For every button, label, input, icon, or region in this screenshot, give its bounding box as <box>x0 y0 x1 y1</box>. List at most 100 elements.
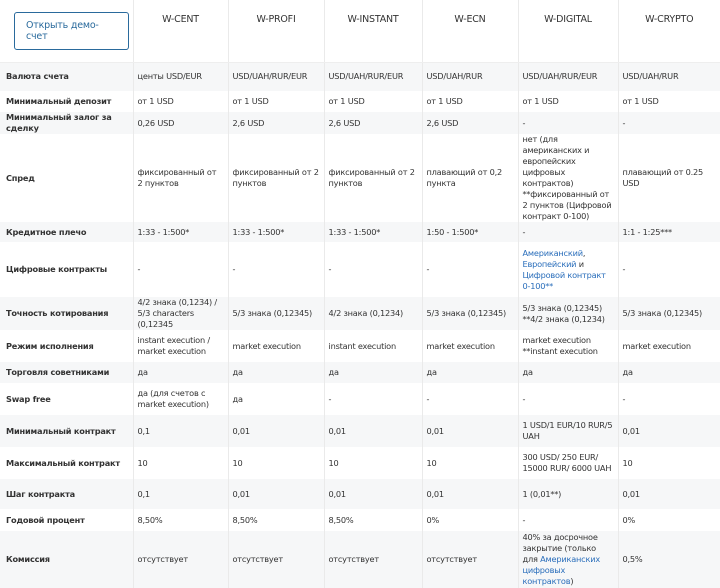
table-cell: 0,5% <box>617 531 720 588</box>
table-cell: 4/2 знака (0,1234) <box>323 297 422 330</box>
table-cell: market execution <box>617 330 720 362</box>
row-label: Комиссия <box>6 554 50 564</box>
table-row: Swap free да (для счетов с market executi… <box>0 383 720 415</box>
table-cell: да <box>323 362 422 383</box>
table-cell: от 1 USD <box>617 91 720 112</box>
table-cell: market execution **instant execution <box>517 330 618 362</box>
table-cell: - <box>617 242 720 297</box>
table-cell: от 1 USD <box>132 91 228 112</box>
table-cell: 0% <box>421 509 518 531</box>
table-cell: - <box>517 112 618 134</box>
column-header-w-profi: W-PROFI <box>227 0 324 63</box>
table-row: Цифровые контракты - - - - Американский, Европ… <box>0 242 720 297</box>
table-cell: 1 USD/1 EUR/10 RUR/5 UAH <box>517 415 618 447</box>
table-row: Максимальный контракт 10 10 10 10 300 USD/ 25… <box>0 447 720 479</box>
column-header-w-ecn: W-ECN <box>421 0 518 63</box>
table-cell: 1 (0,01**) <box>517 479 618 509</box>
table-row: Минимальный контракт 0,1 0,01 0,01 0,01 1 USD… <box>0 415 720 447</box>
table-cell: 8,50% <box>227 509 324 531</box>
table-cell: центы USD/EUR <box>132 62 228 91</box>
table-cell: отсутствует <box>132 531 228 588</box>
table-cell: 0% <box>617 509 720 531</box>
commission-text: 40% за досрочное закрытие (только для <box>522 532 598 564</box>
table-cell: 1:50 - 1:500* <box>421 222 518 242</box>
row-label: Годовой процент <box>6 514 85 525</box>
table-cell: USD/UAH/RUR/EUR <box>227 62 324 91</box>
table-cell: фиксированный от 2 пунктов <box>227 134 324 222</box>
table-cell: от 1 USD <box>517 91 618 112</box>
open-demo-account-button[interactable]: Открыть демо-счет <box>14 12 129 50</box>
table-cell: - <box>421 383 518 415</box>
row-label: Максимальный контракт <box>6 457 120 468</box>
table-cell: отсутствует <box>227 531 324 588</box>
european-contract-link[interactable]: Европейский <box>522 258 577 269</box>
table-row: Точность котирования 4/2 знака (0,1234) /… <box>0 297 720 330</box>
row-label: Минимальный депозит <box>6 96 112 106</box>
table-cell: отсутствует <box>421 531 518 588</box>
table-cell: от 1 USD <box>421 91 518 112</box>
table-cell: плавающий от 0.25 USD <box>617 134 720 222</box>
table-cell: 1:33 - 1:500* <box>227 222 324 242</box>
separator: , <box>582 247 586 258</box>
row-label: Кредитное плечо <box>6 226 87 237</box>
table-cell: - <box>132 242 228 297</box>
table-cell: - <box>323 383 422 415</box>
table-cell: 10 <box>421 447 518 479</box>
table-cell: - <box>227 242 324 297</box>
table-cell: 1:1 - 1:25*** <box>617 222 720 242</box>
row-label: Цифровые контракты <box>6 264 108 274</box>
table-cell: 8,50% <box>323 509 422 531</box>
row-label: Шаг контракта <box>6 488 75 499</box>
table-cell: 4/2 знака (0,1234) / 5/3 characters (0,1… <box>132 297 228 330</box>
american-contract-link[interactable]: Американский <box>522 247 584 258</box>
table-row: Торговля советниками да да да да да да <box>0 362 720 383</box>
and-text: и <box>576 258 584 269</box>
table-cell: 5/3 знака (0,12345) <box>421 297 518 330</box>
row-label: Минимальный контракт <box>6 425 116 436</box>
table-cell: market execution <box>227 330 324 362</box>
table-cell: 5/3 знака (0,12345) <box>617 297 720 330</box>
table-cell: да <box>132 362 228 383</box>
header-cell: Открыть демо-счет <box>0 0 133 63</box>
table-cell: 0,1 <box>132 415 228 447</box>
table-row: Кредитное плечо 1:33 - 1:500* 1:33 - 1:500… <box>0 222 720 242</box>
table-row: Валюта счета центы USD/EUR USD/UAH/RUR/EUR… <box>0 62 720 91</box>
table-cell: 0,26 USD <box>132 112 228 134</box>
table-cell: да <box>617 362 720 383</box>
table-cell: market execution <box>421 330 518 362</box>
table-cell: USD/UAH/RUR <box>421 62 518 91</box>
table-cell: нет (для американских и европейских цифр… <box>517 134 618 222</box>
table-cell: 0,01 <box>323 479 422 509</box>
table-cell: - <box>617 383 720 415</box>
table-cell: да <box>227 383 324 415</box>
table-cell: от 1 USD <box>323 91 422 112</box>
table-row: Минимальный депозит от 1 USD от 1 USD от 1 … <box>0 91 720 112</box>
table-cell: да <box>421 362 518 383</box>
table-cell: 1:33 - 1:500* <box>323 222 422 242</box>
table-cell: 0,01 <box>617 415 720 447</box>
table-cell: от 1 USD <box>227 91 324 112</box>
row-label: Валюта счета <box>6 71 69 82</box>
table-cell: 2,6 USD <box>421 112 518 134</box>
table-cell: - <box>517 222 618 242</box>
table-row: Спред фиксированный от 2 пунктов фиксирова… <box>0 134 720 222</box>
table-cell: - <box>323 242 422 297</box>
table-row: Годовой процент 8,50% 8,50% 8,50% 0% -0% <box>0 509 720 531</box>
table-cell: 10 <box>617 447 720 479</box>
column-header-w-crypto: W-CRYPTO <box>617 0 720 63</box>
table-cell: да <box>517 362 618 383</box>
table-cell: да (для счетов с market execution) <box>132 383 228 415</box>
table-cell: 8,50% <box>132 509 228 531</box>
table-row: Минимальный залог за сделку 0,26 USD 2,6 U… <box>0 112 720 134</box>
table-cell: USD/UAH/RUR <box>617 62 720 91</box>
row-label: Точность котирования <box>6 308 109 318</box>
table-cell: 2,6 USD <box>323 112 422 134</box>
table-row: Комиссия отсутствует отсутствует отсутствуе… <box>0 531 720 588</box>
table-row: Шаг контракта 0,1 0,01 0,01 0,01 1 (0,01**) 0,… <box>0 479 720 509</box>
digital-contract-link[interactable]: Цифровой контракт 0-100** <box>522 269 606 291</box>
table-cell: instant execution <box>323 330 422 362</box>
table-cell: instant execution / market execution <box>132 330 228 362</box>
table-cell: - <box>517 509 618 531</box>
table-cell: USD/UAH/RUR/EUR <box>323 62 422 91</box>
